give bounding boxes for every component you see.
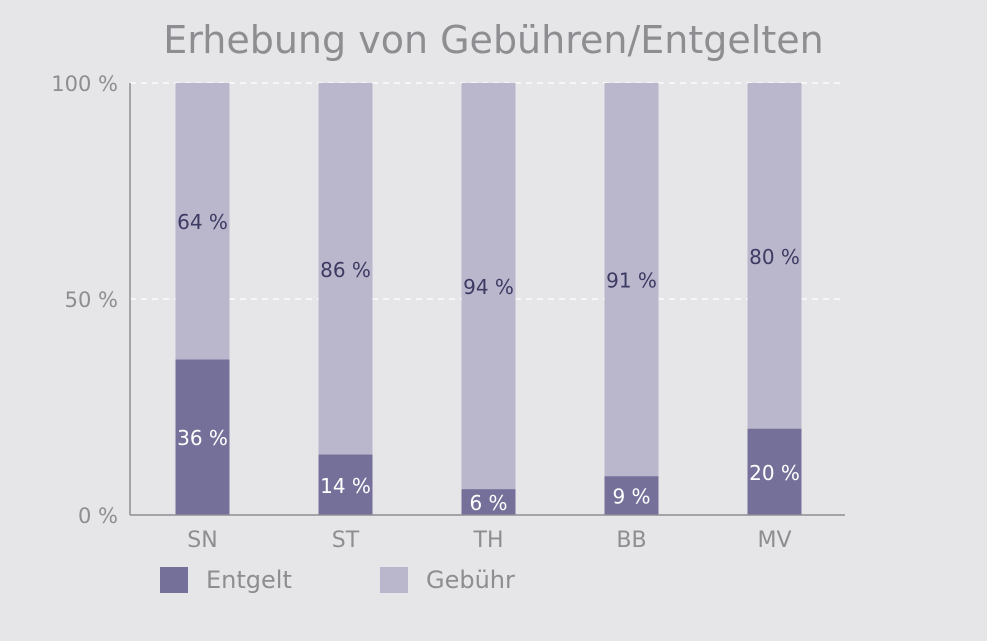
data-label: 94 % bbox=[463, 275, 514, 299]
x-tick-label: TH bbox=[473, 528, 504, 553]
bar-gebühr-bb bbox=[604, 83, 659, 477]
bar-gebühr-st bbox=[318, 83, 373, 455]
legend-swatch-entgelt bbox=[160, 567, 188, 593]
legend-label-gebuehr: Gebühr bbox=[426, 566, 515, 594]
bar-entgelt-mv bbox=[747, 428, 802, 515]
data-label: 80 % bbox=[749, 245, 800, 269]
x-tick-label: MV bbox=[757, 528, 791, 553]
bar-entgelt-th bbox=[461, 489, 516, 515]
data-label: 9 % bbox=[612, 485, 650, 509]
data-label: 91 % bbox=[606, 269, 657, 293]
data-label: 6 % bbox=[469, 491, 507, 515]
bar-entgelt-bb bbox=[604, 476, 659, 515]
legend-label-entgelt: Entgelt bbox=[206, 566, 292, 594]
bar-gebühr-sn bbox=[175, 83, 230, 360]
bar-entgelt-sn bbox=[175, 359, 230, 515]
legend-item-entgelt: Entgelt bbox=[160, 566, 292, 594]
chart-title: Erhebung von Gebühren/Entgelten bbox=[163, 18, 824, 62]
x-tick-label: BB bbox=[616, 528, 646, 553]
y-tick-label: 50 % bbox=[65, 288, 118, 312]
bar-gebühr-th bbox=[461, 83, 516, 490]
data-label: 14 % bbox=[320, 474, 371, 498]
legend-item-gebuehr: Gebühr bbox=[380, 566, 515, 594]
bar-entgelt-st bbox=[318, 454, 373, 515]
data-label: 20 % bbox=[749, 461, 800, 485]
legend-swatch-gebuehr bbox=[380, 567, 408, 593]
data-label: 36 % bbox=[177, 426, 228, 450]
y-tick-label: 0 % bbox=[78, 504, 118, 528]
bar-gebühr-mv bbox=[747, 83, 802, 429]
data-label: 86 % bbox=[320, 258, 371, 282]
x-tick-label: SN bbox=[187, 528, 217, 553]
y-tick-label: 100 % bbox=[51, 72, 118, 96]
data-label: 64 % bbox=[177, 210, 228, 234]
x-tick-label: ST bbox=[332, 528, 360, 553]
